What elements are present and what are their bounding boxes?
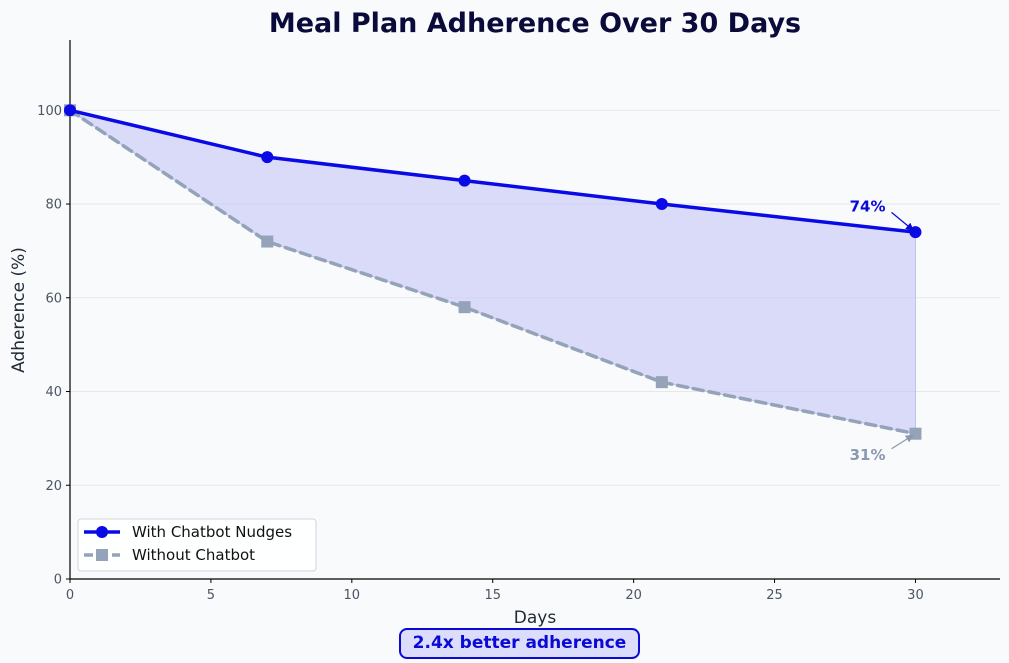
legend-label-with-chatbot: With Chatbot Nudges	[132, 523, 292, 541]
data-point-without-chatbot	[458, 301, 471, 314]
shaded-gap-polygon	[69, 109, 916, 435]
y-tick-label: 80	[45, 198, 62, 213]
data-point-with-chatbot-nudges	[64, 104, 76, 117]
legend-label-without-chatbot: Without Chatbot	[132, 546, 255, 564]
improvement-callout-badge: 2.4x better adherence	[399, 628, 640, 659]
axis-ticks: 0 20 40 60 80 100 0 5 10 15 20 25 30	[37, 104, 924, 603]
data-point-with-chatbot-nudges	[458, 174, 471, 187]
shaded-gap-area	[69, 109, 916, 435]
data-point-with-chatbot-nudges	[261, 151, 274, 164]
annotation-arrow-head	[904, 434, 914, 443]
axes	[69, 40, 1000, 580]
legend-box	[77, 518, 317, 572]
y-tick-label: 60	[45, 291, 62, 306]
end-value-label: 31%	[850, 446, 886, 464]
y-tick-label: 100	[37, 104, 62, 119]
annotation-arrow-head	[905, 222, 914, 231]
series-lines	[64, 104, 922, 440]
x-tick-label: 0	[66, 588, 74, 603]
x-tick-label: 25	[766, 588, 783, 603]
x-tick-label: 5	[207, 588, 215, 603]
x-axis-label: Days	[514, 608, 557, 628]
legend-marker-with-chatbot	[96, 526, 108, 538]
data-point-with-chatbot-nudges	[655, 198, 668, 211]
series-line-without-chatbot	[68, 108, 918, 436]
y-tick-label: 40	[45, 385, 62, 400]
x-tick-label: 30	[907, 588, 924, 603]
end-annotations: 74% 31%	[850, 197, 915, 464]
y-tick-label: 0	[54, 573, 62, 588]
x-tick-label: 20	[625, 588, 642, 603]
x-tick-label: 10	[344, 588, 361, 603]
legend: With Chatbot Nudges Without Chatbot	[77, 518, 317, 572]
x-tick-label: 15	[484, 588, 501, 603]
data-point-without-chatbot	[655, 376, 668, 389]
y-axis-label: Adherence (%)	[9, 247, 29, 373]
end-value-label: 74%	[850, 197, 886, 215]
y-tick-label: 20	[45, 479, 62, 494]
legend-marker-without-chatbot	[96, 549, 108, 561]
chart-title: Meal Plan Adherence Over 30 Days	[269, 8, 801, 39]
data-point-without-chatbot	[261, 235, 274, 248]
